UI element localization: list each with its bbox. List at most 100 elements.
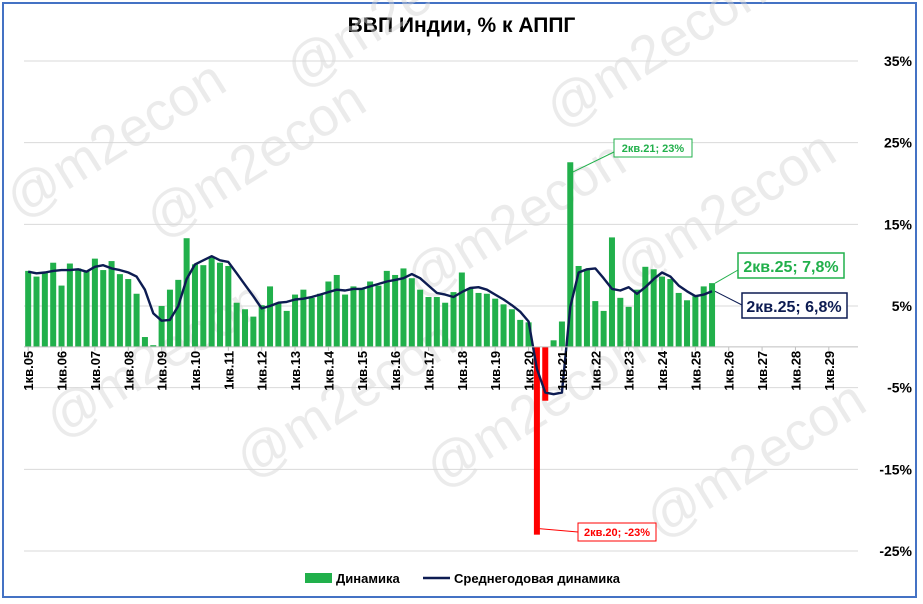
- bar: [542, 346, 549, 401]
- x-tick-label: 1кв.10: [188, 351, 203, 391]
- bar: [300, 289, 307, 347]
- bar: [367, 281, 374, 347]
- annotation-box-2q21: [613, 138, 693, 158]
- bar: [375, 285, 382, 347]
- x-tick-label: 1кв.22: [588, 351, 603, 391]
- bar: [342, 294, 349, 347]
- bar: [533, 346, 540, 535]
- bar: [158, 306, 165, 347]
- bar: [675, 292, 682, 347]
- bar: [325, 281, 332, 347]
- annotation-leader: [538, 528, 579, 533]
- bar: [100, 270, 107, 347]
- bar: [41, 271, 48, 347]
- x-tick-label: 1кв.26: [722, 351, 737, 391]
- x-axis: 1кв.05 1кв.06 1кв.07 1кв.08 1кв.09 1кв.10 1кв.…: [21, 346, 837, 391]
- legend-swatch-bars: [305, 573, 332, 583]
- bar: [383, 270, 390, 347]
- x-tick-label: 1кв.14: [321, 350, 336, 391]
- x-tick-label: 1кв.06: [55, 351, 70, 391]
- bar: [709, 283, 716, 347]
- bar: [608, 237, 615, 347]
- bar: [508, 309, 515, 347]
- bar: [492, 298, 499, 347]
- annotation-box-2q25-line: [741, 292, 848, 319]
- y-axis: 35% 25% 15% 5% -5% -15% -25%: [879, 53, 912, 559]
- bar: [400, 268, 407, 347]
- bar: [216, 262, 223, 347]
- avg-line: [27, 255, 713, 396]
- annotation-box-2q20: [577, 522, 657, 542]
- bar: [575, 265, 582, 347]
- x-tick-label: 1кв.21: [555, 351, 570, 391]
- x-tick-label: 1кв.05: [21, 351, 36, 391]
- y-tick-label: -15%: [879, 461, 912, 477]
- legend-label-line: Среднегодовая динамика: [454, 571, 621, 586]
- bar: [83, 270, 90, 347]
- watermark: @m2econ: [535, 0, 776, 140]
- bar: [108, 261, 115, 347]
- annotation-leader: [714, 269, 739, 284]
- bar: [517, 319, 524, 347]
- bar: [550, 340, 557, 347]
- x-tick-label: 1кв.07: [88, 351, 103, 391]
- y-tick-label: 35%: [884, 53, 913, 69]
- x-tick-label: 1кв.11: [221, 351, 236, 390]
- bar: [450, 292, 457, 347]
- bar: [175, 279, 182, 347]
- x-tick-label: 1кв.23: [622, 351, 637, 391]
- x-tick-label: 1кв.16: [388, 351, 403, 391]
- x-tick-label: 1кв.24: [655, 350, 670, 391]
- bar: [133, 293, 140, 347]
- bar: [667, 279, 674, 347]
- x-tick-label: 1кв.27: [755, 351, 770, 391]
- x-tick-label: 1кв.18: [455, 351, 470, 391]
- x-tick-label: 1кв.13: [288, 351, 303, 391]
- annotation-2q25-line: 2кв.25; 6,8%: [746, 299, 841, 316]
- bar: [642, 266, 649, 347]
- x-tick-label: 1кв.12: [255, 351, 270, 391]
- bar: [408, 278, 415, 347]
- bar: [225, 265, 232, 347]
- bar: [233, 302, 240, 347]
- bar: [333, 274, 340, 347]
- bar: [433, 297, 440, 347]
- bar: [633, 289, 640, 347]
- bar: [617, 297, 624, 347]
- annotation-leader: [572, 151, 615, 173]
- bar: [258, 305, 265, 347]
- bar: [58, 285, 65, 347]
- bar: [650, 269, 657, 347]
- bar: [458, 272, 465, 347]
- bar: [700, 286, 707, 347]
- bar: [250, 316, 257, 347]
- y-tick-label: 5%: [892, 298, 913, 314]
- bar: [116, 274, 123, 347]
- watermark: @m2econ: [395, 128, 636, 310]
- bar: [625, 306, 632, 347]
- annotation-leader: [714, 290, 743, 306]
- y-tick-label: 15%: [884, 216, 913, 232]
- bar: [525, 322, 532, 347]
- bar: [242, 309, 249, 347]
- bar: [558, 321, 565, 347]
- bar: [275, 303, 282, 347]
- bar: [208, 257, 215, 347]
- bar: [417, 289, 424, 347]
- x-tick-label: 1кв.08: [121, 351, 136, 391]
- bar: [684, 300, 691, 347]
- x-tick-label: 1кв.29: [822, 351, 837, 391]
- bar: [442, 302, 449, 347]
- y-tick-label: -25%: [879, 543, 912, 559]
- bar: [600, 310, 607, 347]
- annotation-2q25-bar: 2кв.25; 7,8%: [743, 259, 838, 276]
- bar: [50, 262, 57, 347]
- watermark: @m2econ: [275, 0, 516, 100]
- bar: [317, 293, 324, 347]
- bar: [567, 162, 574, 347]
- y-tick-label: 25%: [884, 135, 913, 151]
- bar: [475, 292, 482, 347]
- bar: [125, 279, 132, 347]
- bar: [692, 296, 699, 347]
